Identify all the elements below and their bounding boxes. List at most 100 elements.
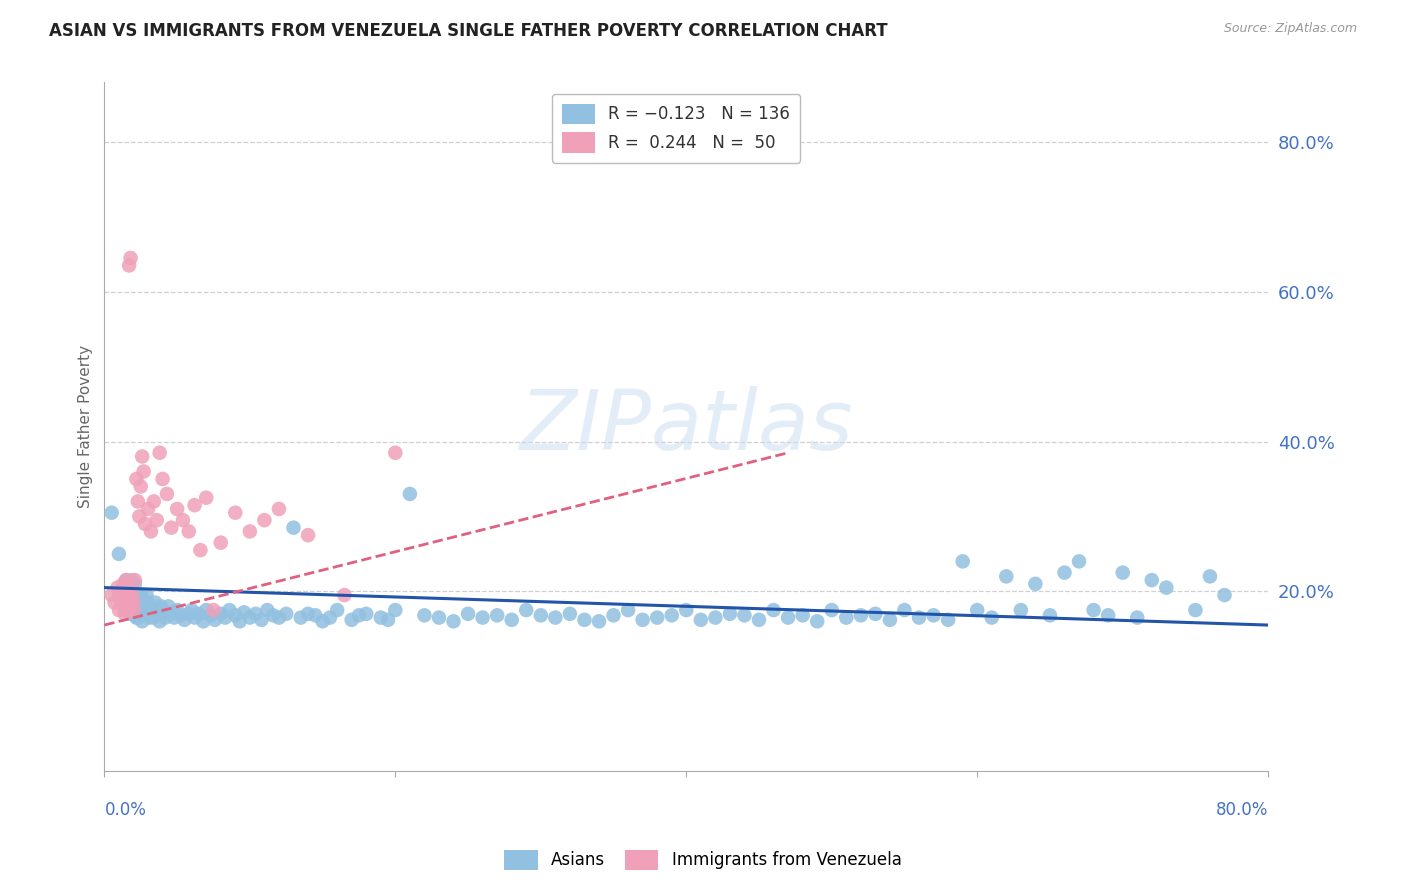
Point bbox=[457, 607, 479, 621]
Point bbox=[486, 608, 509, 623]
Point bbox=[908, 610, 931, 624]
Point bbox=[112, 577, 135, 591]
Point bbox=[311, 615, 333, 629]
Point bbox=[893, 603, 915, 617]
Point bbox=[124, 577, 146, 591]
Point bbox=[128, 591, 150, 606]
Point bbox=[150, 599, 173, 614]
Point bbox=[156, 487, 179, 501]
Point bbox=[333, 588, 356, 602]
Point bbox=[145, 513, 167, 527]
Point bbox=[1213, 588, 1236, 602]
Point bbox=[103, 596, 125, 610]
Point bbox=[748, 613, 770, 627]
Point bbox=[377, 613, 399, 627]
Point bbox=[792, 608, 814, 623]
Point bbox=[124, 573, 146, 587]
Point bbox=[661, 608, 683, 623]
Point bbox=[114, 603, 136, 617]
Point bbox=[152, 472, 174, 486]
Point bbox=[183, 498, 205, 512]
Point bbox=[125, 610, 148, 624]
Point bbox=[172, 513, 194, 527]
Point bbox=[689, 613, 711, 627]
Point bbox=[163, 610, 186, 624]
Point bbox=[304, 608, 326, 623]
Point bbox=[152, 603, 174, 617]
Point bbox=[283, 521, 305, 535]
Point bbox=[370, 610, 392, 624]
Point bbox=[952, 554, 974, 568]
Point bbox=[129, 479, 152, 493]
Point bbox=[114, 607, 136, 621]
Point bbox=[190, 543, 212, 558]
Point bbox=[865, 607, 887, 621]
Point bbox=[107, 581, 129, 595]
Point bbox=[530, 608, 553, 623]
Point bbox=[778, 610, 800, 624]
Point bbox=[980, 610, 1002, 624]
Point bbox=[139, 599, 162, 614]
Point bbox=[166, 603, 188, 617]
Point bbox=[122, 603, 145, 617]
Point bbox=[187, 607, 209, 621]
Point bbox=[214, 610, 236, 624]
Text: 0.0%: 0.0% bbox=[104, 801, 146, 819]
Point bbox=[180, 603, 202, 617]
Point bbox=[204, 613, 226, 627]
Point bbox=[347, 608, 370, 623]
Point bbox=[134, 607, 156, 621]
Point bbox=[966, 603, 988, 617]
Point bbox=[762, 603, 785, 617]
Point bbox=[228, 615, 250, 629]
Point bbox=[544, 610, 567, 624]
Point bbox=[157, 599, 180, 614]
Point bbox=[120, 581, 142, 595]
Point bbox=[427, 610, 450, 624]
Point bbox=[922, 608, 945, 623]
Point bbox=[183, 610, 205, 624]
Point bbox=[129, 588, 152, 602]
Point bbox=[108, 588, 131, 602]
Point bbox=[122, 596, 145, 610]
Point bbox=[125, 588, 148, 602]
Point bbox=[1184, 603, 1206, 617]
Point bbox=[121, 591, 143, 606]
Point bbox=[209, 607, 232, 621]
Point bbox=[122, 596, 145, 610]
Point bbox=[139, 524, 162, 539]
Point bbox=[149, 615, 172, 629]
Point bbox=[1126, 610, 1149, 624]
Point bbox=[117, 603, 139, 617]
Point bbox=[143, 596, 166, 610]
Point bbox=[173, 613, 195, 627]
Point bbox=[108, 547, 131, 561]
Legend: R = −0.123   N = 136, R =  0.244   N =  50: R = −0.123 N = 136, R = 0.244 N = 50 bbox=[551, 94, 800, 162]
Point bbox=[141, 603, 163, 617]
Point bbox=[675, 603, 697, 617]
Point bbox=[1024, 577, 1046, 591]
Point bbox=[136, 603, 159, 617]
Point bbox=[115, 573, 138, 587]
Point bbox=[122, 607, 145, 621]
Point bbox=[1111, 566, 1133, 580]
Point bbox=[118, 588, 141, 602]
Point bbox=[253, 513, 276, 527]
Point bbox=[224, 506, 246, 520]
Point bbox=[195, 603, 218, 617]
Point bbox=[239, 610, 262, 624]
Point bbox=[1156, 581, 1178, 595]
Point bbox=[121, 573, 143, 587]
Point bbox=[250, 613, 273, 627]
Point bbox=[326, 603, 349, 617]
Point bbox=[155, 610, 177, 624]
Text: ASIAN VS IMMIGRANTS FROM VENEZUELA SINGLE FATHER POVERTY CORRELATION CHART: ASIAN VS IMMIGRANTS FROM VENEZUELA SINGL… bbox=[49, 22, 887, 40]
Point bbox=[297, 528, 319, 542]
Point bbox=[112, 584, 135, 599]
Point bbox=[100, 588, 122, 602]
Point bbox=[224, 608, 246, 623]
Y-axis label: Single Father Poverty: Single Father Poverty bbox=[79, 345, 93, 508]
Point bbox=[413, 608, 436, 623]
Point bbox=[631, 613, 654, 627]
Point bbox=[879, 613, 901, 627]
